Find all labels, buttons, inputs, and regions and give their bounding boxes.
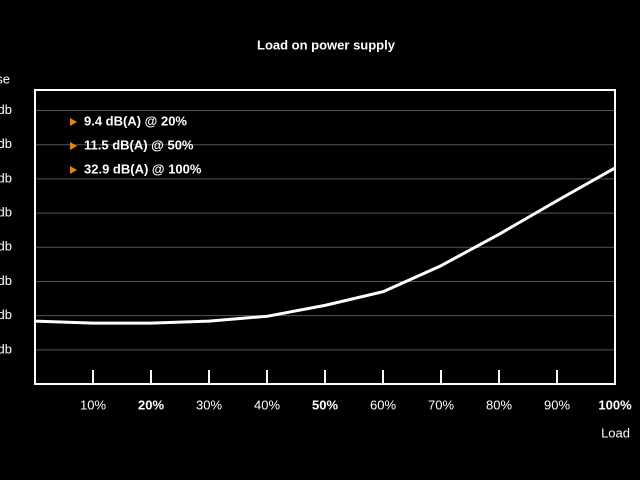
annotation: 9.4 dB(A) @ 20% bbox=[84, 113, 187, 128]
x-tick-label: 60% bbox=[370, 397, 396, 412]
x-tick-label: 100% bbox=[598, 397, 632, 412]
chart-title: Load on power supply bbox=[257, 37, 396, 52]
x-tick-label: 80% bbox=[486, 397, 512, 412]
y-tick-label: db bbox=[0, 273, 12, 288]
x-tick-label: 90% bbox=[544, 397, 570, 412]
y-axis-label: se bbox=[0, 71, 10, 86]
x-tick-label: 30% bbox=[196, 397, 222, 412]
x-tick-label: 50% bbox=[312, 397, 338, 412]
y-tick-label: db bbox=[0, 136, 12, 151]
y-tick-label: db bbox=[0, 341, 12, 356]
annotation-marker bbox=[70, 142, 77, 150]
y-tick-label: db bbox=[0, 102, 12, 117]
plot-frame bbox=[34, 89, 616, 385]
annotation-marker bbox=[70, 166, 77, 174]
annotation: 32.9 dB(A) @ 100% bbox=[84, 161, 202, 176]
data-line bbox=[34, 166, 616, 325]
y-tick-label: db bbox=[0, 170, 12, 185]
x-tick-label: 70% bbox=[428, 397, 454, 412]
annotation: 11.5 dB(A) @ 50% bbox=[84, 137, 194, 152]
x-tick-label: 40% bbox=[254, 397, 280, 412]
y-tick-label: db bbox=[0, 307, 12, 322]
y-tick-label: db bbox=[0, 239, 12, 254]
x-axis-label: Load bbox=[601, 425, 630, 440]
x-tick-label: 10% bbox=[80, 397, 106, 412]
y-tick-label: db bbox=[0, 205, 12, 220]
annotation-marker bbox=[70, 118, 77, 126]
x-tick-label: 20% bbox=[138, 397, 164, 412]
